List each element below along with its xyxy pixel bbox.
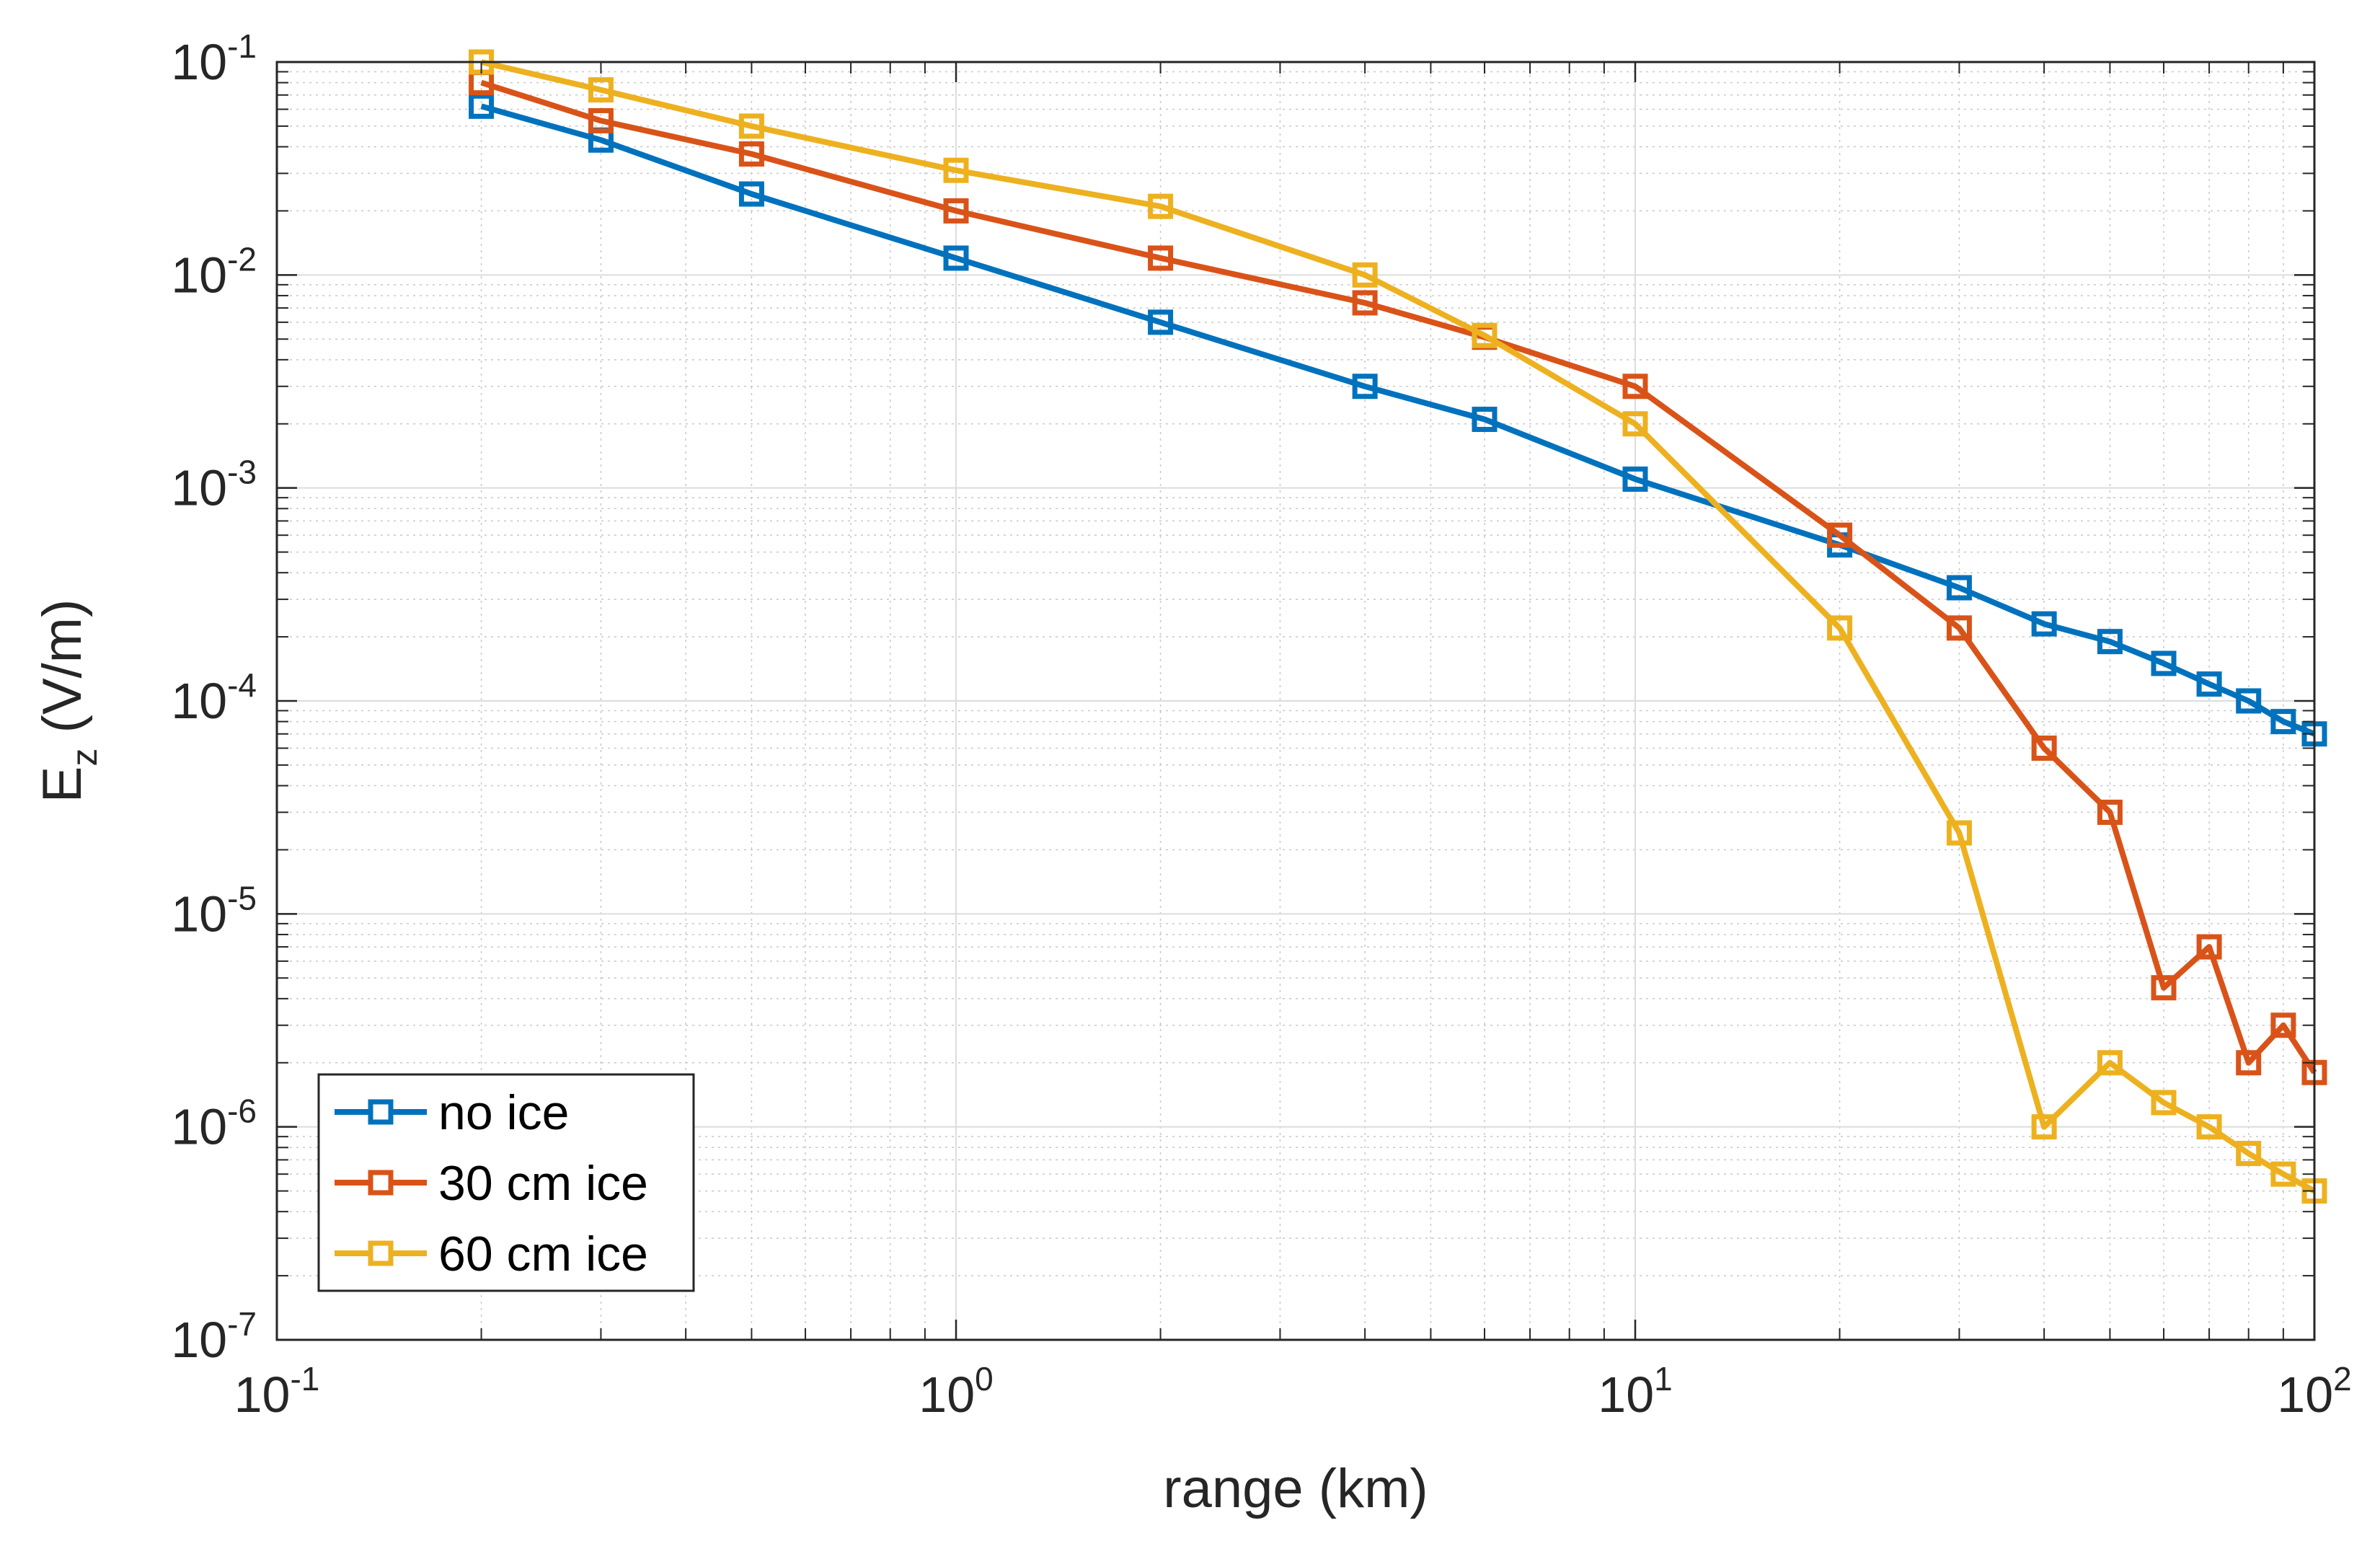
- series-line-60-cm-ice: [480, 59, 2316, 1194]
- data-point-60-cm-ice: [2097, 1050, 2123, 1076]
- series-layer: [469, 49, 2327, 1204]
- data-point-60-cm-ice: [2151, 1090, 2177, 1116]
- y-tick-label: 10-7: [171, 1305, 257, 1368]
- data-point-30-cm-ice: [2196, 934, 2222, 960]
- data-point-no-ice: [2236, 688, 2262, 714]
- data-point-30-cm-ice: [1148, 245, 1174, 271]
- x-tick-labels: 10-1 100 101 102: [234, 1360, 2352, 1423]
- data-point-30-cm-ice: [1352, 290, 1378, 316]
- data-point-60-cm-ice: [2270, 1161, 2296, 1187]
- data-point-30-cm-ice: [1946, 615, 1972, 641]
- data-point-60-cm-ice: [943, 157, 969, 183]
- data-point-no-ice: [2097, 629, 2123, 655]
- x-tick-label: 10-1: [234, 1360, 320, 1423]
- data-point-30-cm-ice: [2097, 799, 2123, 825]
- data-point-60-cm-ice: [1622, 411, 1648, 437]
- data-point-60-cm-ice: [2031, 1114, 2057, 1140]
- data-point-no-ice: [2151, 650, 2177, 676]
- data-point-60-cm-ice: [1472, 322, 1498, 348]
- data-point-no-ice: [1148, 309, 1174, 335]
- data-point-no-ice: [1622, 466, 1648, 492]
- y-tick-label: 10-1: [171, 27, 257, 90]
- legend-marker: [368, 1170, 394, 1196]
- series-60-cm-ice: [469, 49, 2327, 1204]
- data-point-30-cm-ice: [738, 141, 764, 167]
- data-point-60-cm-ice: [738, 113, 764, 139]
- legend-marker: [368, 1240, 394, 1266]
- data-point-no-ice: [2031, 611, 2057, 637]
- data-point-60-cm-ice: [2196, 1114, 2222, 1140]
- data-point-60-cm-ice: [588, 77, 614, 103]
- y-tick-labels: 10-7 10-6 10-5 10-4 10-3 10-2 10-1: [171, 27, 257, 1368]
- legend-label: no ice: [438, 1085, 569, 1140]
- legend-label: 60 cm ice: [438, 1227, 648, 1281]
- y-tick-label: 10-4: [171, 666, 257, 729]
- legend: no ice 30 cm ice 60 cm ice: [317, 1073, 695, 1292]
- data-point-60-cm-ice: [1148, 193, 1174, 219]
- y-axis-label: Ez (V/m): [32, 599, 105, 803]
- data-point-no-ice: [1352, 374, 1378, 399]
- tick-marks: [275, 61, 2316, 1341]
- y-tick-label: 10-5: [171, 879, 257, 942]
- data-point-30-cm-ice: [2031, 736, 2057, 761]
- x-tick-label: 101: [1598, 1360, 1672, 1423]
- data-point-60-cm-ice: [1352, 262, 1378, 288]
- legend-label: 30 cm ice: [438, 1156, 648, 1211]
- data-point-30-cm-ice: [1827, 522, 1853, 548]
- y-tick-label: 10-2: [171, 240, 257, 303]
- data-point-no-ice: [738, 181, 764, 207]
- data-point-no-ice: [1946, 575, 1972, 601]
- x-tick-label: 100: [919, 1360, 993, 1423]
- y-tick-label: 10-6: [171, 1092, 257, 1155]
- legend-item-no-ice: no ice: [335, 1085, 569, 1140]
- legend-item-60-cm-ice: 60 cm ice: [335, 1227, 648, 1281]
- data-point-30-cm-ice: [943, 198, 969, 224]
- x-tick-label: 102: [2277, 1360, 2351, 1423]
- x-axis-label: range (km): [1163, 1458, 1428, 1519]
- data-point-no-ice: [1472, 407, 1498, 433]
- data-point-60-cm-ice: [1946, 820, 1972, 846]
- legend-marker: [368, 1099, 394, 1125]
- data-point-30-cm-ice: [2236, 1050, 2262, 1076]
- data-point-30-cm-ice: [1622, 374, 1648, 399]
- data-point-60-cm-ice: [1827, 615, 1853, 641]
- data-point-30-cm-ice: [2151, 975, 2177, 1001]
- data-point-30-cm-ice: [588, 107, 614, 133]
- data-point-no-ice: [943, 245, 969, 271]
- legend-item-30-cm-ice: 30 cm ice: [335, 1156, 648, 1211]
- y-tick-label: 10-3: [171, 454, 257, 516]
- data-point-30-cm-ice: [2270, 1012, 2296, 1038]
- data-point-no-ice: [469, 93, 495, 119]
- data-point-60-cm-ice: [2236, 1141, 2262, 1167]
- series-line-30-cm-ice: [480, 79, 2317, 1074]
- data-point-no-ice: [2270, 709, 2296, 735]
- data-point-no-ice: [2196, 671, 2222, 697]
